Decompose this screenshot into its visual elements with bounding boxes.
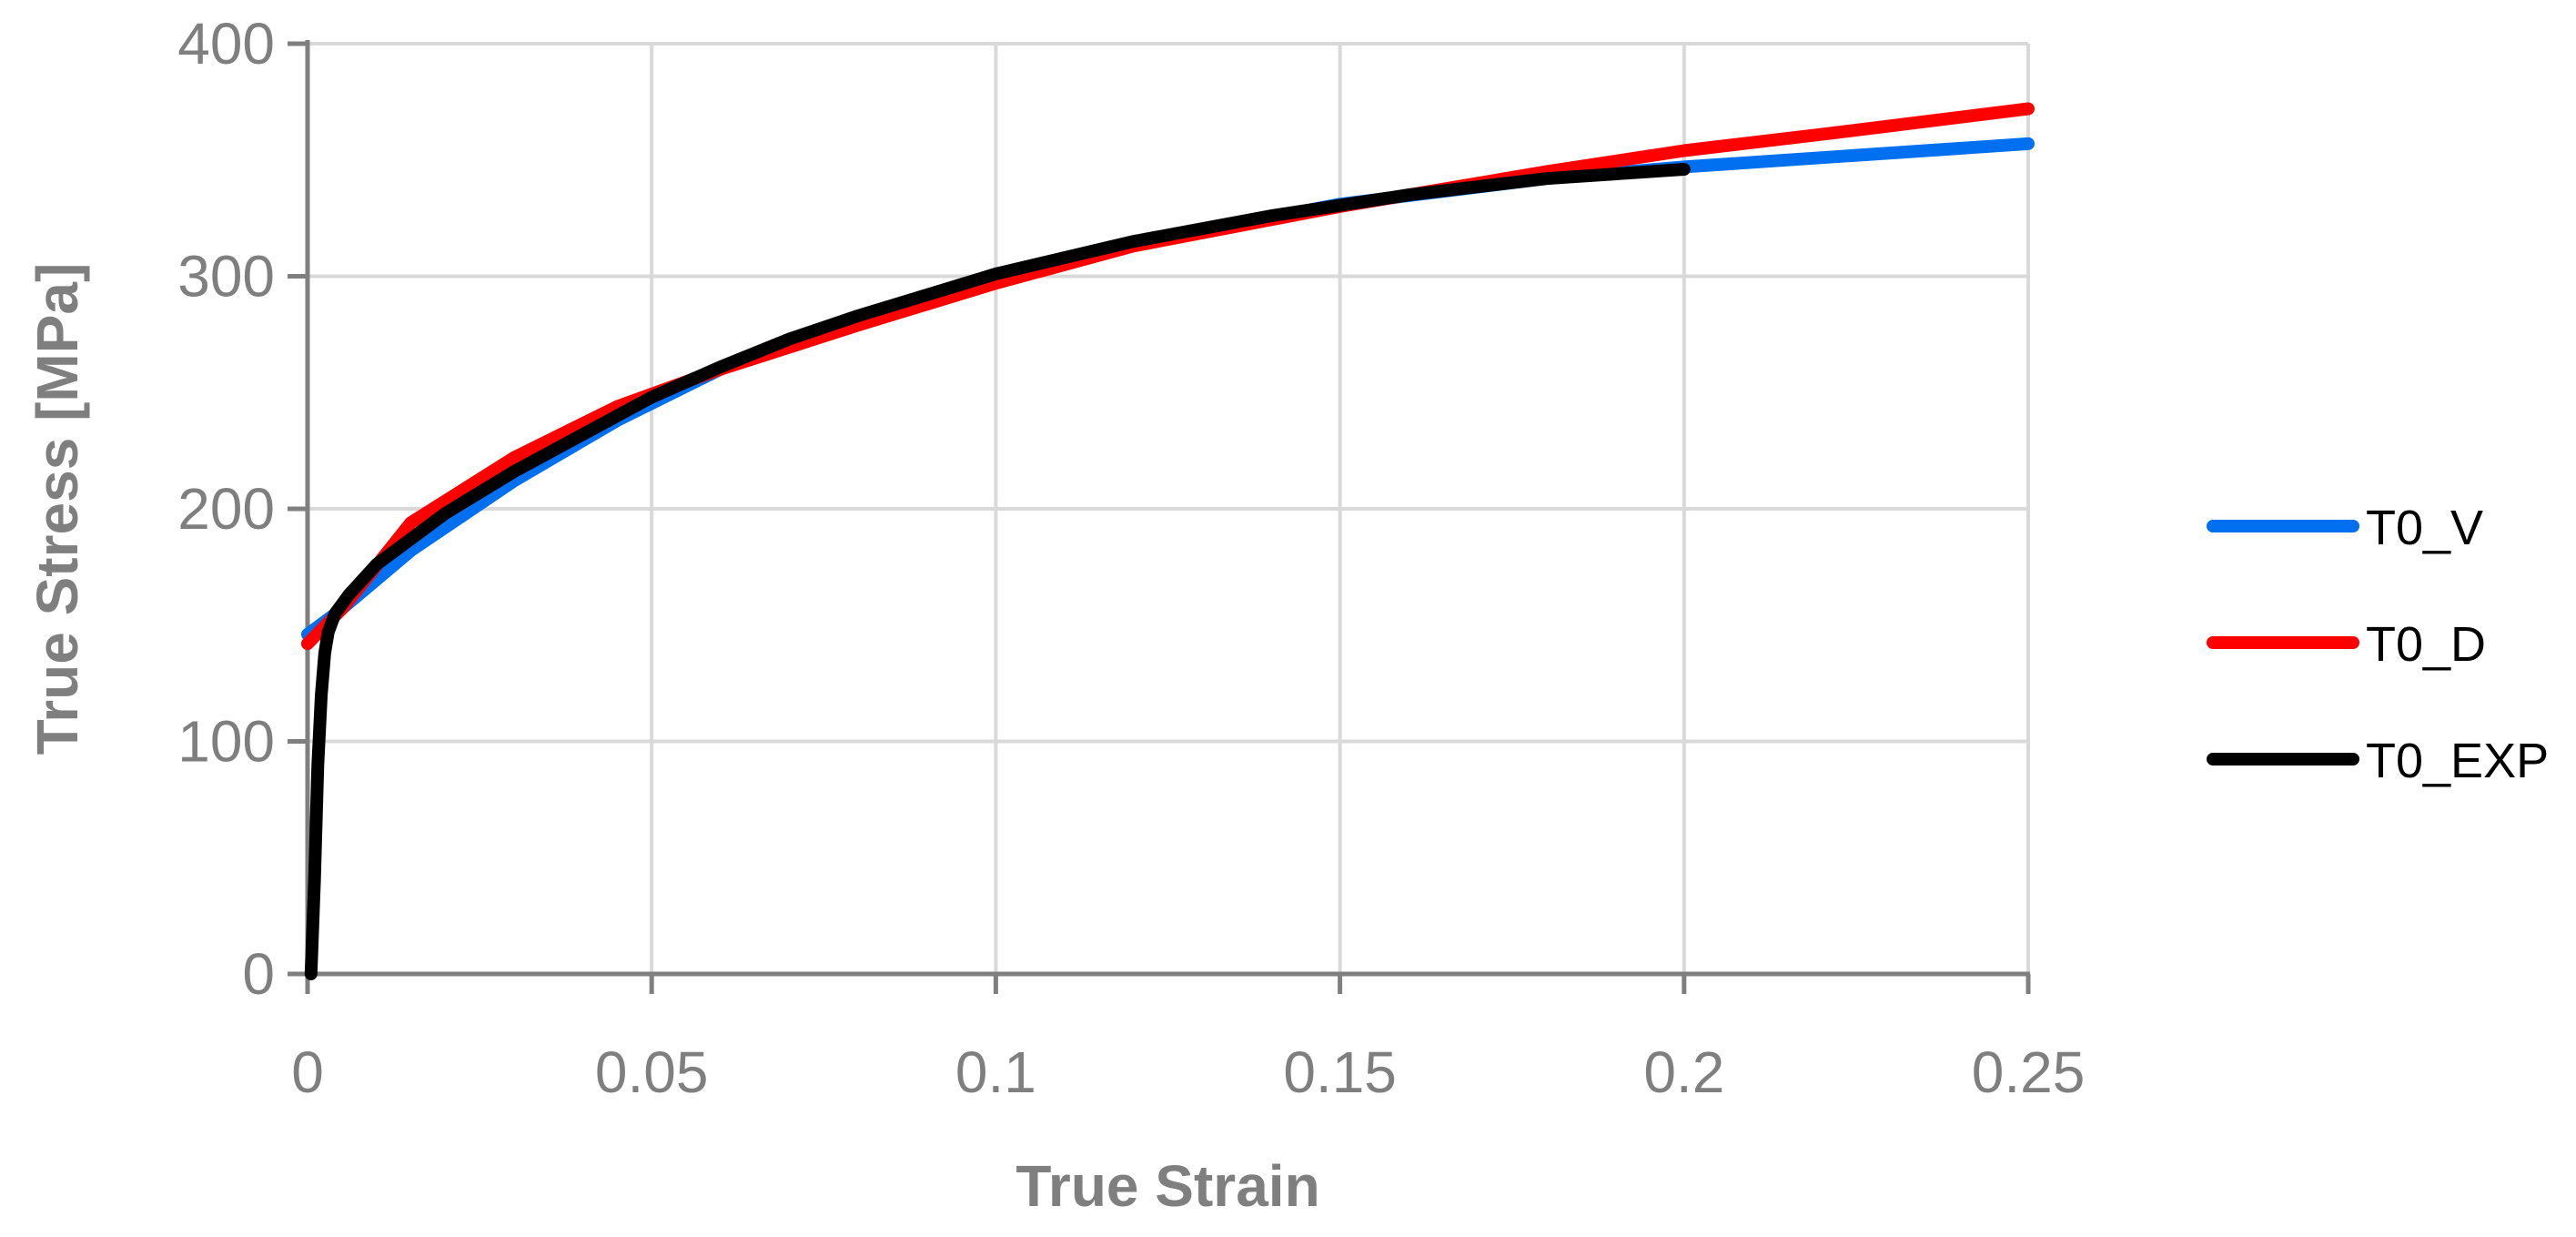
x-tick-label: 0.1 bbox=[955, 1039, 1036, 1105]
x-tick-label: 0.2 bbox=[1643, 1039, 1724, 1105]
legend-label-t0-d: T0_D bbox=[2366, 617, 2486, 672]
tick-labels: 0 100 200 300 400 0 0.05 0.1 0.15 0.2 0.25 bbox=[177, 11, 2085, 1105]
axes bbox=[288, 40, 2031, 994]
series-line-t0-exp bbox=[304, 163, 1691, 980]
y-tick-label: 100 bbox=[177, 709, 275, 775]
y-tick-label: 400 bbox=[177, 11, 275, 76]
legend-label-t0-v: T0_V bbox=[2366, 501, 2483, 555]
legend-label-t0-exp: T0_EXP bbox=[2366, 734, 2549, 788]
plot-area bbox=[301, 102, 2035, 980]
x-tick-label: 0.05 bbox=[595, 1039, 709, 1105]
y-tick-label: 300 bbox=[177, 244, 275, 309]
y-tick-label: 0 bbox=[242, 941, 275, 1007]
legend: T0_V T0_D T0_EXP bbox=[2207, 501, 2549, 788]
x-axis-title: True Strain bbox=[1015, 1153, 1319, 1219]
grid-lines bbox=[308, 42, 2030, 974]
x-tick-label: 0 bbox=[291, 1039, 324, 1105]
x-tick-label: 0.15 bbox=[1283, 1039, 1397, 1105]
series-line-t0-d bbox=[301, 102, 2035, 651]
y-tick-label: 200 bbox=[177, 476, 275, 542]
y-axis-title: True Stress [MPa] bbox=[25, 263, 90, 755]
series-line-t0-v bbox=[301, 137, 2035, 641]
x-tick-label: 0.25 bbox=[1972, 1039, 2086, 1105]
